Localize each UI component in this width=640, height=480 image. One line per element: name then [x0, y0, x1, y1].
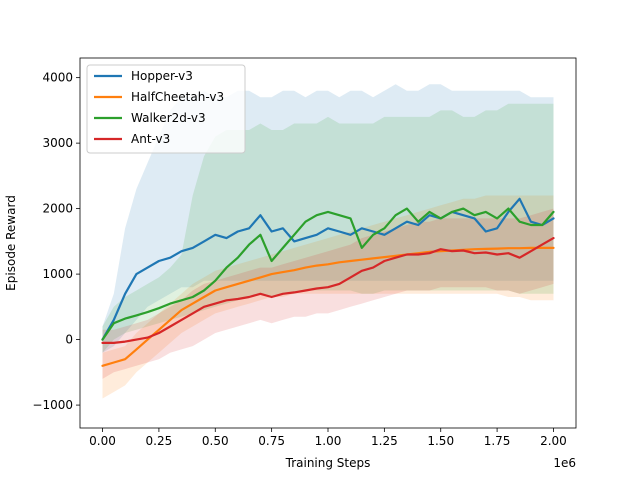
legend-label-ant-v3: Ant-v3: [131, 132, 170, 146]
y-tick-label: 4000: [42, 71, 73, 85]
y-tick-label: 2000: [42, 202, 73, 216]
x-axis: 0.00 0.25 0.50 0.75 1.00 1.25 1.50 1.75 2.00: [89, 428, 567, 448]
legend: Hopper-v3 HalfCheetah-v3 Walker2d-v3 Ant-v3: [86, 64, 246, 154]
legend-label-walker2d-v3: Walker2d-v3: [131, 111, 206, 125]
x-tick-label: 0.75: [258, 434, 285, 448]
x-tick-label: 2.00: [540, 434, 567, 448]
series-line-ant-v3: [101, 237, 555, 344]
y-tick-label: −1000: [32, 398, 73, 412]
legend-box: [86, 64, 246, 154]
y-axis: −1000 0 1000 2000 3000 4000: [32, 71, 80, 412]
band-halfcheetah-v3: [102, 195, 554, 399]
x-tick-label: 0.00: [89, 434, 116, 448]
legend-label-halfcheetah-v3: HalfCheetah-v3: [131, 90, 224, 104]
x-axis-offset-label: 1e6: [553, 456, 576, 470]
y-tick-label: 1000: [42, 267, 73, 281]
legend-label-hopper-v3: Hopper-v3: [131, 69, 193, 83]
x-axis-label: Training Steps: [285, 456, 371, 470]
x-tick-label: 1.75: [484, 434, 511, 448]
y-tick-label: 0: [65, 333, 73, 347]
series-line-halfcheetah-v3: [101, 246, 555, 367]
series-line-hopper-v3: [101, 197, 555, 341]
series-line-walker2d-v3: [101, 207, 555, 341]
x-tick-label: 1.00: [315, 434, 342, 448]
y-tick-label: 3000: [42, 136, 73, 150]
x-tick-label: 0.50: [202, 434, 229, 448]
x-tick-label: 1.25: [371, 434, 398, 448]
x-tick-label: 0.25: [146, 434, 173, 448]
mean-lines: [101, 197, 555, 367]
x-tick-label: 1.50: [427, 434, 454, 448]
y-axis-label: Episode Reward: [4, 195, 18, 291]
